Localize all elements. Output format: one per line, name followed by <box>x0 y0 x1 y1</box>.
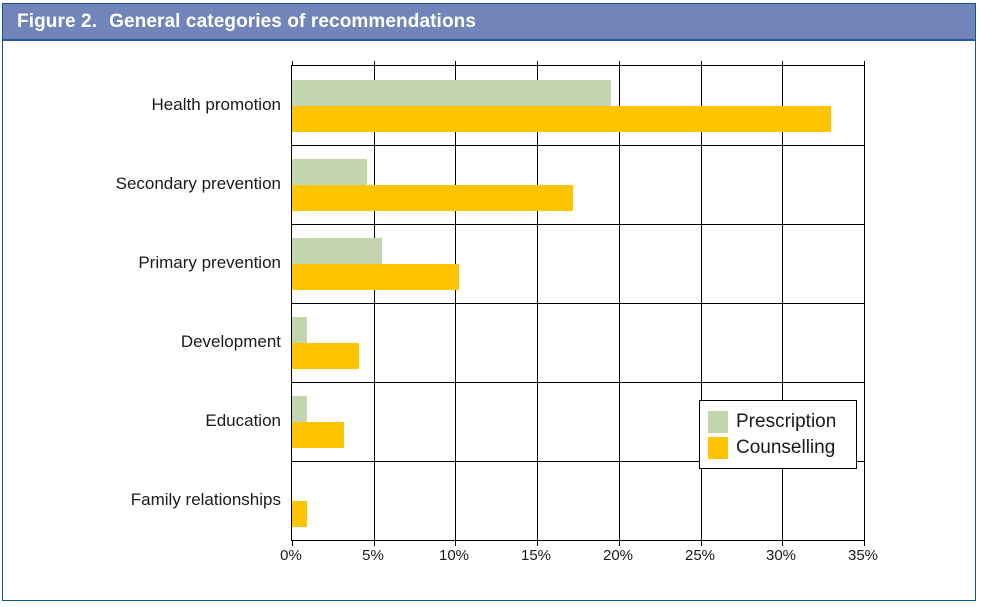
figure-title: General categories of recommendations <box>109 10 477 32</box>
category-label: Development <box>180 332 281 351</box>
bar-counselling <box>292 422 344 448</box>
axis-tick <box>374 61 375 66</box>
category-label: Primary prevention <box>138 253 281 272</box>
axis-tick <box>374 540 375 546</box>
legend-label-prescription: Prescription <box>736 410 837 432</box>
chart-region: Health promotion Secondary prevention Prim… <box>3 41 975 600</box>
counselling-swatch-icon <box>708 436 728 459</box>
legend-label-counselling: Counselling <box>736 436 836 458</box>
plot-area <box>291 61 865 546</box>
gridline <box>292 303 864 304</box>
figure-container: Figure 2. General categories of recommen… <box>2 3 976 601</box>
legend-item-prescription: Prescription <box>708 409 856 435</box>
gridline <box>292 224 864 225</box>
category-label: Health promotion <box>151 95 281 114</box>
bar-prescription <box>292 317 307 343</box>
axis-tick <box>292 540 293 546</box>
axis-tick <box>619 540 620 546</box>
figure-label: Figure 2. <box>17 10 98 32</box>
gridline <box>292 382 864 383</box>
category-label: Family relationships <box>130 490 281 509</box>
bar-counselling <box>292 343 359 369</box>
gridline <box>292 461 864 462</box>
axis-tick <box>455 540 456 546</box>
gridline <box>292 145 864 146</box>
axis-tick <box>537 540 538 546</box>
x-tick-label: 35% <box>847 547 879 564</box>
bar-prescription <box>292 238 382 264</box>
axis-tick <box>701 540 702 546</box>
bar-prescription <box>292 396 307 422</box>
figure-title-bar: Figure 2. General categories of recommen… <box>3 4 975 41</box>
x-tick-label: 0% <box>280 547 302 564</box>
axis-tick <box>455 61 456 66</box>
axis-tick <box>782 540 783 546</box>
x-tick-label: 30% <box>765 547 797 564</box>
axis-tick <box>619 61 620 66</box>
x-tick-label: 15% <box>520 547 552 564</box>
axis-tick <box>782 61 783 66</box>
axis-tick <box>864 61 865 66</box>
x-tick-label: 20% <box>602 547 634 564</box>
x-tick-label: 25% <box>684 547 716 564</box>
legend-item-counselling: Counselling <box>708 435 856 461</box>
axis-tick <box>537 61 538 66</box>
x-tick-label: 5% <box>362 547 384 564</box>
category-label: Education <box>205 411 281 430</box>
x-tick-label: 10% <box>438 547 470 564</box>
category-label: Secondary prevention <box>115 174 281 193</box>
axis-tick <box>864 540 865 546</box>
bar-counselling <box>292 264 459 290</box>
bar-prescription <box>292 80 611 106</box>
prescription-swatch-icon <box>708 410 728 433</box>
bar-counselling <box>292 501 307 527</box>
bar-counselling <box>292 106 831 132</box>
bar-prescription <box>292 159 367 185</box>
axis-tick <box>701 61 702 66</box>
legend: Prescription Counselling <box>699 400 857 469</box>
axis-tick <box>292 61 293 66</box>
bar-counselling <box>292 185 573 211</box>
